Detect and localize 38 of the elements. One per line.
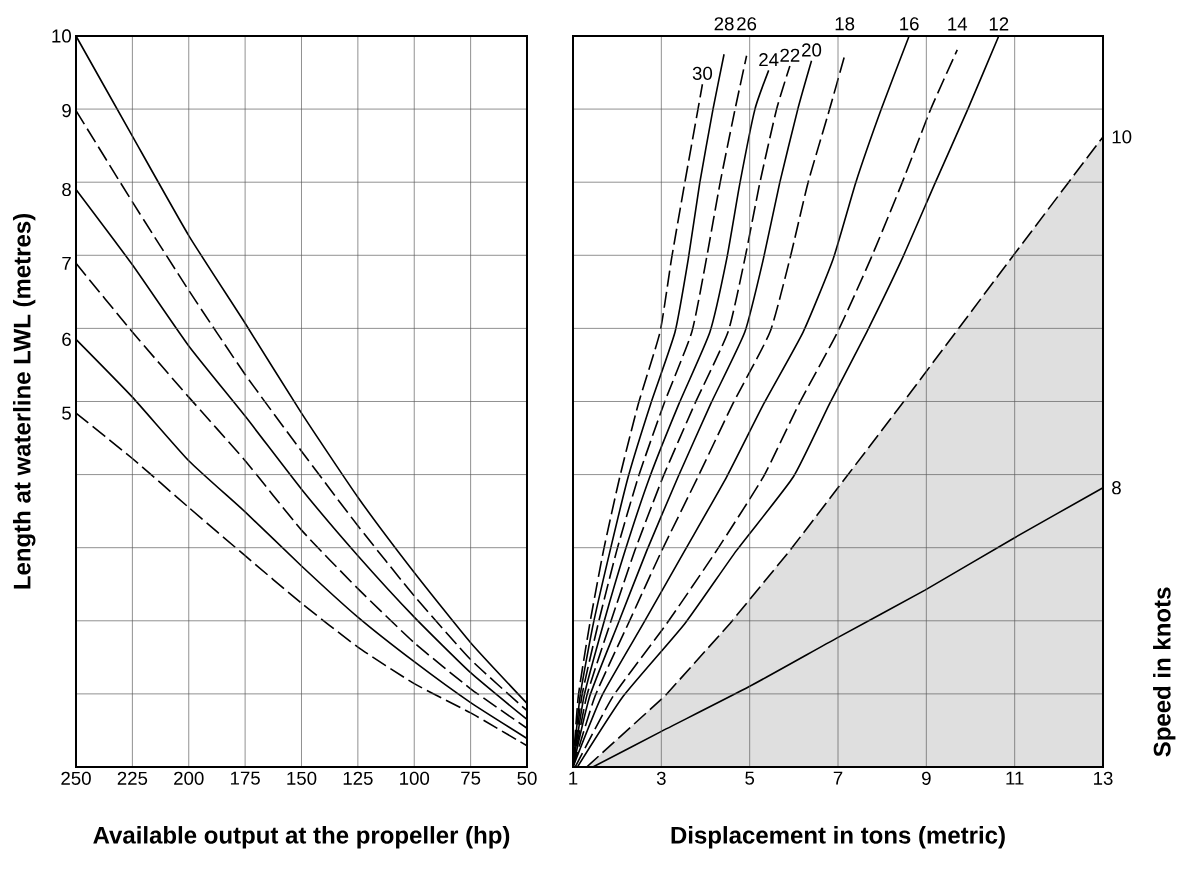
series-label: 26 xyxy=(737,17,757,31)
series-label: 20 xyxy=(802,43,822,57)
x-axis-title: Displacement in tons (metric) xyxy=(671,826,1005,849)
x-tick-label: 5 xyxy=(745,771,755,785)
series-label: 16 xyxy=(900,17,919,31)
series-label: 12 xyxy=(989,17,1009,31)
series-label: 8 xyxy=(1112,481,1121,495)
x-tick-label: 200 xyxy=(174,771,204,785)
series-label: 22 xyxy=(780,48,800,62)
x-tick-label: 13 xyxy=(1094,771,1113,785)
x-tick-label: 125 xyxy=(343,771,373,785)
x-tick-label: 175 xyxy=(230,771,260,785)
series-label: 14 xyxy=(948,17,968,31)
series-label: 10 xyxy=(52,29,72,43)
x-tick-label: 150 xyxy=(287,771,317,785)
x-tick-label: 9 xyxy=(922,771,931,785)
x-tick-label: 225 xyxy=(117,771,148,785)
series-label: 8 xyxy=(62,182,71,197)
series-label: 10 xyxy=(1112,130,1132,144)
x-axis-title: Available output at the propeller (hp) xyxy=(93,826,510,849)
x-tick-label: 50 xyxy=(517,771,537,785)
x-tick-label: 100 xyxy=(400,771,430,785)
series-label: 24 xyxy=(759,53,779,67)
series-label: 6 xyxy=(62,332,71,346)
series-label: 7 xyxy=(62,256,71,270)
y2-axis-title: Speed in knots xyxy=(1153,587,1176,757)
x-tick-label: 7 xyxy=(833,771,843,785)
series-label: 28 xyxy=(714,17,734,31)
x-tick-label: 75 xyxy=(461,771,481,785)
series-label: 9 xyxy=(62,103,71,118)
series-label: 30 xyxy=(692,66,713,80)
series-label: 18 xyxy=(835,17,855,31)
x-tick-label: 250 xyxy=(61,771,91,785)
x-tick-label: 3 xyxy=(656,771,666,785)
series-label: 5 xyxy=(62,406,71,420)
x-tick-label: 11 xyxy=(1006,771,1024,785)
y-axis-title: Length at waterline LWL (metres) xyxy=(12,214,36,589)
x-tick-label: 1 xyxy=(569,771,578,785)
